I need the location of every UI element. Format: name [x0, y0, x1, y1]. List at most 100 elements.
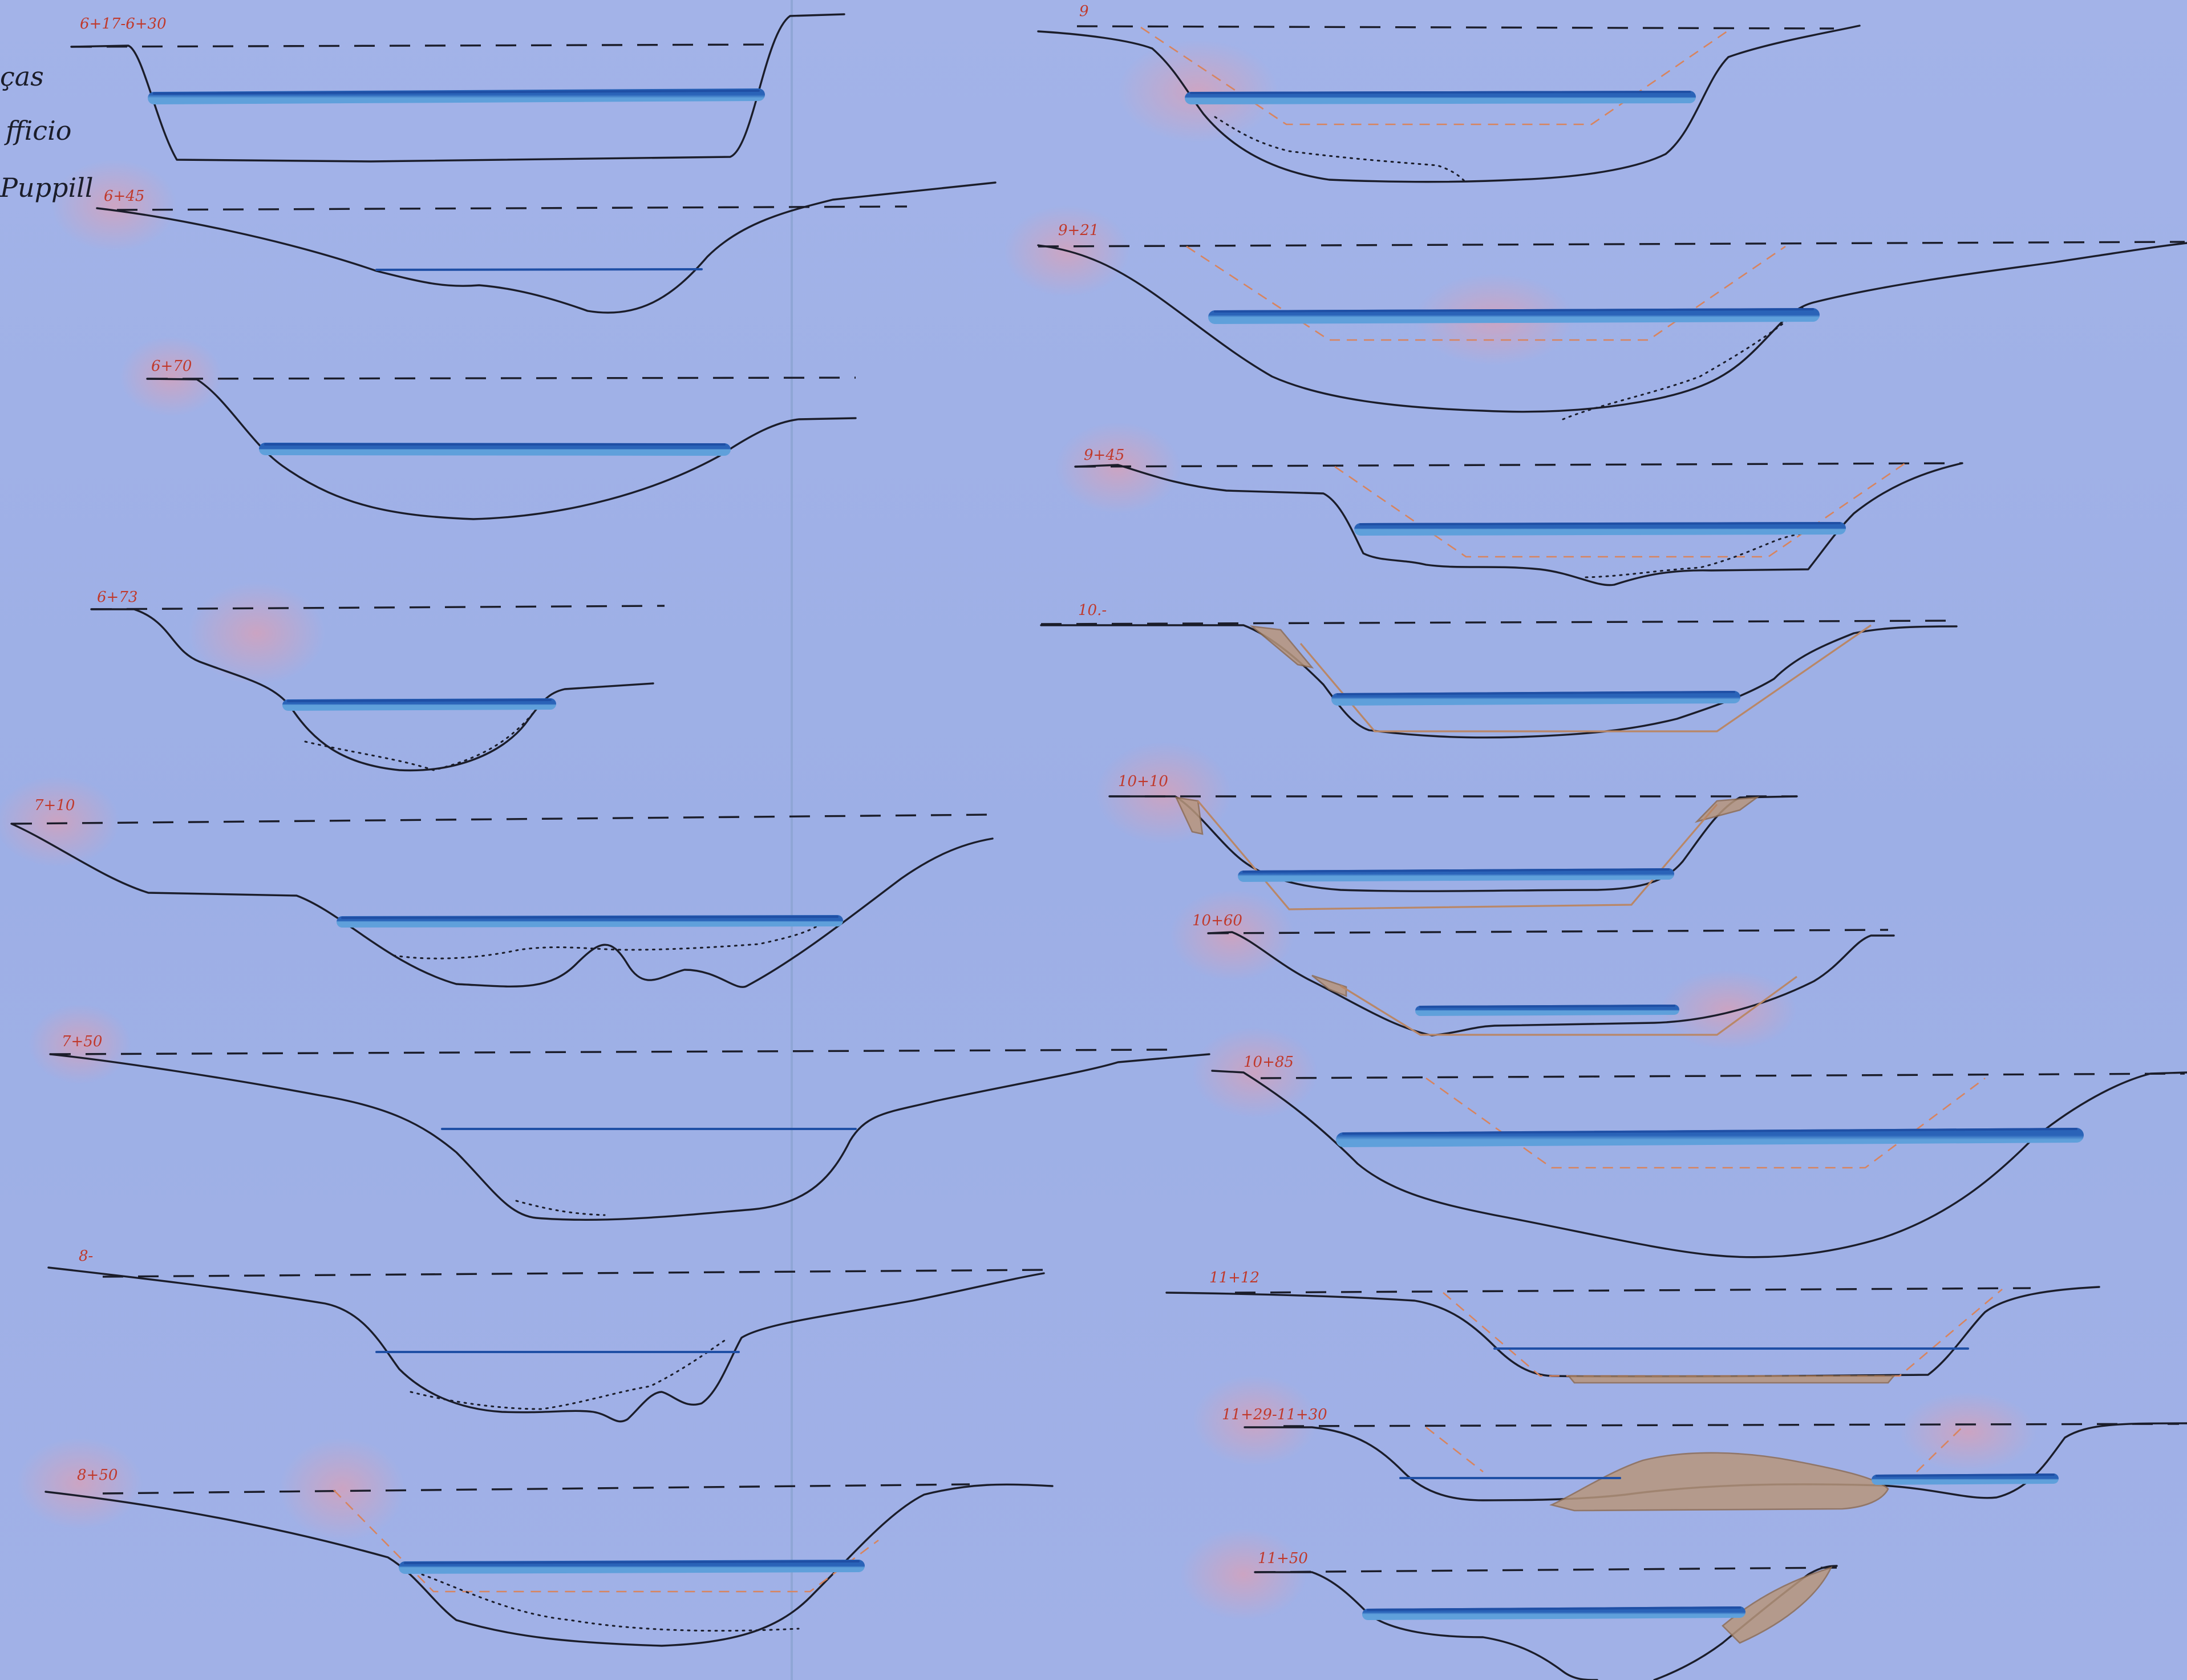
section-label: 6+70 [151, 358, 192, 375]
design-profile [1140, 26, 1732, 126]
water-surface [1362, 1606, 1745, 1620]
water-surface [1331, 691, 1740, 706]
section-label: 11+50 [1258, 1550, 1308, 1567]
fill-material [1567, 1375, 1896, 1384]
cross-section-10-60: 10+60 [1192, 912, 1895, 1037]
design-profile [1334, 462, 1906, 558]
ground-profile [1037, 25, 1861, 183]
datum-line [71, 43, 776, 48]
ground-profile [1165, 1286, 2100, 1378]
fill-material-right [1694, 796, 1760, 823]
ground-profile [96, 181, 997, 314]
cross-section-6-70: 6+70 [146, 358, 857, 520]
design-profile [333, 1489, 879, 1593]
former-profile [421, 1573, 800, 1632]
fill-material [1722, 1566, 1833, 1644]
water-surface [1336, 1128, 2084, 1147]
section-label: 11+29-11+30 [1222, 1406, 1327, 1423]
water-surface [259, 443, 731, 456]
water-line [1336, 691, 1735, 695]
water-line [1342, 1128, 2077, 1135]
cross-section-6-73: 6+73 [90, 589, 665, 772]
margin-note-3: Puppill [0, 172, 94, 203]
water-surface [399, 1560, 865, 1574]
former-profile [392, 917, 828, 960]
ground-profile [1040, 624, 1958, 739]
section-label: 9+45 [1084, 447, 1124, 464]
water-surface [1185, 91, 1696, 104]
cross-section-10-85: 10+85 [1211, 1054, 2187, 1258]
datum-line [147, 377, 856, 380]
ground-profile [90, 608, 654, 772]
island-deposit [1549, 1452, 1889, 1512]
section-label: 6+17-6+30 [80, 15, 167, 33]
section-label: 10+10 [1118, 773, 1168, 790]
water-line [404, 1560, 860, 1564]
cross-section-9-45: 9+45 [1074, 447, 1963, 586]
datum-line [1283, 1423, 2180, 1427]
datum-line [102, 1269, 1044, 1278]
design-profile [1197, 800, 1718, 910]
water-line [1419, 1005, 1675, 1008]
cross-section-9: 9 [1037, 3, 1861, 184]
section-label: 11+12 [1209, 1269, 1259, 1286]
design-profile [1340, 975, 1797, 1036]
section-label: 9+21 [1058, 222, 1099, 239]
ground-profile [44, 1483, 1054, 1647]
section-label: 10.- [1078, 602, 1107, 619]
former-profile [1562, 307, 1804, 420]
datum-line [1075, 462, 1963, 468]
datum-line [1254, 1566, 1837, 1573]
section-label: 6+45 [104, 188, 144, 205]
former-profile [304, 701, 543, 771]
design-profile [1425, 1426, 1963, 1473]
ground-profile [1211, 1070, 2187, 1258]
margin-note-1: ças [0, 61, 44, 92]
water-surface [1208, 308, 1820, 324]
water-line [1214, 308, 1814, 313]
datum-line [102, 1483, 970, 1495]
water-line [1367, 1606, 1741, 1611]
ground-profile [70, 13, 845, 163]
section-label: 9 [1079, 3, 1089, 20]
ground-profile [1037, 242, 2187, 413]
former-profile [1585, 527, 1826, 578]
fill-material-left [1174, 796, 1204, 835]
former-profile [515, 1200, 606, 1216]
water-surface [148, 88, 765, 104]
cross-section-6-45: 6+45 [96, 181, 997, 314]
design-profile [1186, 245, 1786, 341]
datum-line [50, 1049, 1176, 1055]
cross-section-6-17: 6+17-6+30 [70, 13, 845, 163]
datum-line [1040, 620, 1957, 625]
ground-profile [1207, 931, 1895, 1037]
design-profile [1425, 1077, 1986, 1169]
datum-line [116, 205, 908, 211]
datum-line [1260, 1072, 2185, 1079]
water-line [375, 268, 703, 271]
cross-section-7-10: 7+10 [10, 797, 994, 988]
section-label: 7+50 [62, 1033, 102, 1050]
former-profile [410, 1339, 726, 1410]
cross-section-7-50: 7+50 [49, 1033, 1210, 1221]
fill-material [1249, 625, 1314, 669]
datum-line [1076, 25, 1834, 30]
water-line [1242, 868, 1670, 873]
cross-section-8: 8- [47, 1248, 1045, 1423]
water-surface [1415, 1005, 1679, 1016]
water-surface [1354, 522, 1846, 536]
section-label: 7+10 [34, 797, 75, 814]
water-surface [337, 915, 843, 928]
water-line [1190, 91, 1691, 94]
cross-section-11-50: 11+50 [1254, 1550, 1838, 1680]
cross-section-11-29: 11+29-11+30 [1222, 1406, 2187, 1512]
water-line [287, 699, 552, 702]
cross-section-11-12: 11+12 [1165, 1269, 2100, 1384]
water-line [1359, 522, 1841, 525]
water-line [341, 916, 839, 919]
former-profile [1214, 116, 1467, 184]
cross-section-10-10: 10+10 [1108, 773, 1798, 910]
water-line [1399, 1473, 2055, 1479]
